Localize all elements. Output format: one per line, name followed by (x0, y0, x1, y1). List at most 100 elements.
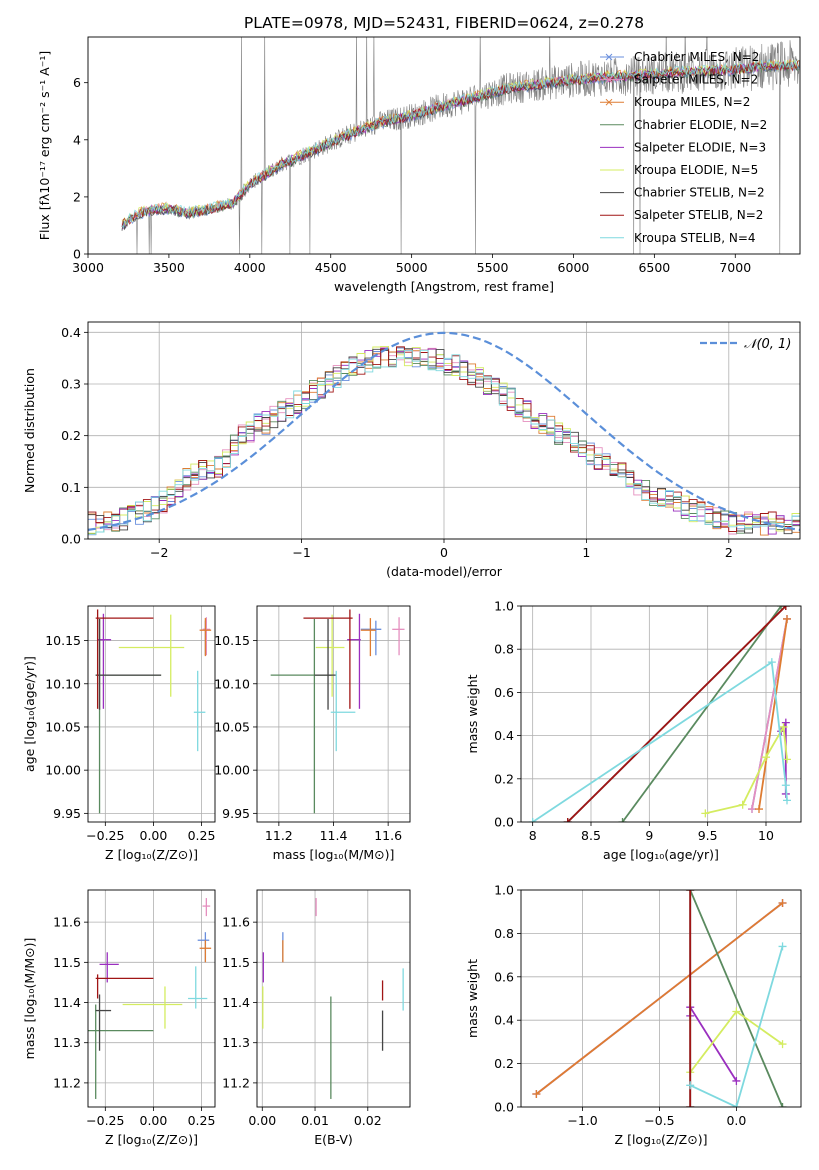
x-tick-label: 0.00 (140, 828, 168, 843)
weight-marker-kroupa-elodie (779, 722, 788, 731)
weight-marker-kroupa-stelib (783, 796, 791, 805)
weight-marker-kroupa-stelib (781, 781, 790, 790)
x-tick-label: 8 (529, 828, 537, 843)
x-tick-label: 6000 (558, 260, 590, 275)
y-tick-label: 11.2 (53, 1075, 81, 1090)
mass-Z-panel: −0.25 0.00 0.25 11.2 11.3 11.4 11.5 11.6 Z [log₁… (22, 889, 216, 1147)
weight-marker-kroupa-elodie (783, 755, 791, 764)
mass-weight-age-panel: 8 8.5 9 9.5 10 0.0 0.2 0.4 0.6 0.8 1.0 age [log₁₀(a… (465, 599, 802, 862)
weight-marker-salpeter-miles (748, 805, 756, 814)
y-tick-label: 0.2 (61, 428, 81, 443)
errorbar-kroupa-stelib (193, 670, 206, 752)
mass-weight-age-plot-area (528, 606, 791, 822)
weight-marker-kroupa-miles (783, 614, 791, 623)
errorbar-kroupa-elodie (315, 614, 345, 697)
errorbar-chabrier-stelib (95, 994, 112, 1051)
weight-marker-kroupa-stelib (732, 1103, 741, 1107)
axes-frame (87, 36, 801, 255)
legend-label-salpeter-miles: Salpeter MILES, N=2 (634, 73, 758, 87)
y-tick-label: 9.95 (222, 806, 250, 821)
y-tick-label: 11.2 (222, 1075, 250, 1090)
weight-marker-kroupa-stelib (686, 1081, 695, 1090)
y-axis-label: mass [log₁₀(M/M⊙)] (22, 938, 37, 1060)
weight-marker-chabrier-elodie (778, 1103, 787, 1107)
weight-line-kroupa-stelib (689, 946, 784, 1107)
normal-curve (88, 331, 800, 531)
y-tick-label: 0.3 (61, 377, 81, 392)
weight-marker-kroupa-stelib (778, 942, 787, 951)
x-tick-label: 3500 (153, 260, 185, 275)
x-tick-label: 8.5 (581, 828, 601, 843)
y-tick-label: 10.05 (45, 719, 81, 734)
y-tick-label: 9.95 (53, 806, 81, 821)
errorbar-kroupa-elodie (122, 986, 183, 1029)
weight-line-kroupa-stelib (532, 660, 788, 822)
x-axis-label: Z [log₁₀(Z/Z⊙)] (615, 1132, 708, 1147)
y-tick-label: 10.15 (45, 633, 81, 648)
mass-EBV-panel: 0.00 0.01 0.02 11.2 11.3 11.4 11.5 11.6 E(B-V) (222, 889, 411, 1147)
age-mass-plot-area (270, 609, 405, 814)
histogram-kroupa-stelib (88, 349, 800, 536)
axes-frame (256, 889, 411, 1108)
axes-frame (520, 605, 802, 823)
x-tick-label: 9 (645, 828, 653, 843)
weight-line-chabrier-elodie (621, 606, 782, 822)
axes-frame (87, 889, 216, 1108)
weight-marker-salpeter-elodie (781, 718, 790, 727)
y-tick-label: 10.10 (45, 676, 81, 691)
y-tick-label: 0.0 (61, 532, 81, 547)
y-tick-label: 11.5 (53, 955, 81, 970)
y-tick-label: 10.05 (214, 719, 250, 734)
y-tick-label: 11.5 (222, 955, 250, 970)
legend-label-normal: 𝒩(0, 1) (744, 337, 791, 352)
y-tick-label: 11.6 (222, 915, 250, 930)
y-tick-label: 0.4 (494, 1013, 514, 1028)
y-tick-label: 10.10 (214, 676, 250, 691)
legend-label-chabrier-miles: Chabrier MILES, N=2 (634, 50, 759, 64)
model-line-salpeter-stelib (121, 60, 800, 228)
age-mass-panel: 11.2 11.4 11.6 9.95 10.00 10.05 10.10 10.15 mass… (214, 605, 411, 862)
weight-marker-kroupa-stelib (767, 658, 776, 667)
weight-marker-kroupa-miles (532, 1089, 541, 1098)
weight-marker-kroupa-miles (778, 899, 787, 908)
weight-marker-kroupa-elodie (732, 1007, 741, 1016)
legend-label-chabrier-elodie: Chabrier ELODIE, N=2 (634, 118, 767, 132)
x-tick-label: 6500 (638, 260, 670, 275)
y-tick-label: 0.0 (494, 815, 514, 830)
errorbar-salpeter-elodie (99, 952, 119, 983)
spectrum-panel: 3000 3500 4000 4500 5000 5500 6000 6500 7000 0 2 4 6… (37, 36, 801, 294)
x-tick-label: 5500 (477, 260, 509, 275)
y-tick-label: 0.8 (494, 642, 514, 657)
weight-marker-kroupa-elodie (701, 809, 710, 818)
weight-marker-kroupa-elodie (778, 1040, 787, 1049)
legend-label-salpeter-stelib: Salpeter STELIB, N=2 (634, 208, 763, 222)
weight-line-salpeter-stelib (567, 606, 787, 822)
x-axis-label: age [log₁₀(age/yr)] (603, 847, 719, 862)
y-tick-label: 10.00 (45, 763, 81, 778)
weight-marker-salpeter-stelib (781, 606, 790, 610)
x-tick-label: 0.00 (140, 1113, 168, 1128)
y-tick-label: 4 (73, 132, 81, 147)
y-tick-label: 11.4 (222, 995, 250, 1010)
errorbar-kroupa-miles (199, 618, 212, 657)
weight-marker-kroupa-elodie (762, 753, 770, 762)
weight-marker-salpeter-stelib (686, 1103, 695, 1107)
legend-label-salpeter-elodie: Salpeter ELODIE, N=3 (634, 140, 766, 154)
legend-label-chabrier-stelib: Chabrier STELIB, N=2 (634, 186, 765, 200)
x-tick-label: −1.0 (567, 1113, 597, 1128)
axes-frame (87, 321, 801, 540)
x-tick-label: 9.5 (698, 828, 718, 843)
x-tick-label: −0.25 (86, 1113, 124, 1128)
x-tick-label: 0.01 (301, 1113, 329, 1128)
y-tick-label: 0.8 (494, 926, 514, 941)
weight-marker-chabrier-elodie (618, 818, 627, 822)
weight-marker-chabrier-elodie (777, 606, 786, 610)
x-axis-label: mass [log₁₀(M/M⊙)] (273, 847, 395, 862)
y-tick-label: 0 (73, 247, 81, 262)
age-Z-plot-area (95, 609, 212, 814)
weight-marker-kroupa-miles (755, 805, 763, 814)
legend-marker (605, 53, 613, 61)
y-axis-label: Normed distribution (22, 368, 37, 493)
legend-marker (605, 76, 613, 83)
